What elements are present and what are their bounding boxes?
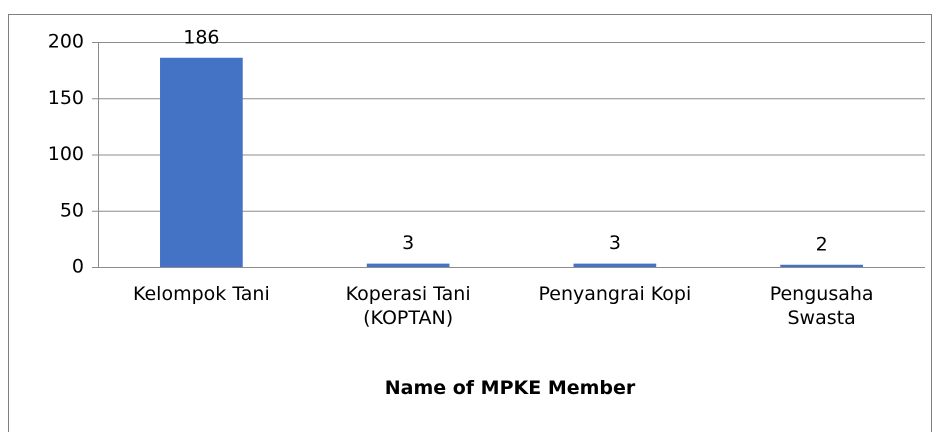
x-tick-label: Pengusaha Swasta xyxy=(769,283,874,329)
data-label: 2 xyxy=(816,233,828,255)
y-tick-label: 50 xyxy=(60,199,84,221)
bar xyxy=(160,57,243,267)
chart-border xyxy=(8,14,932,432)
bar xyxy=(366,263,450,267)
data-label: 3 xyxy=(402,232,414,254)
bar xyxy=(780,264,863,267)
y-tick-label: 200 xyxy=(48,31,84,53)
x-tick-label: Kelompok Tani xyxy=(132,283,270,305)
bar xyxy=(573,263,657,267)
data-label: 186 xyxy=(183,26,219,48)
y-tick-label: 150 xyxy=(48,87,84,109)
y-tick-label: 0 xyxy=(72,256,84,278)
y-tick-label: 100 xyxy=(48,143,84,165)
x-tick-label: Penyangrai Kopi xyxy=(538,283,692,305)
data-label: 3 xyxy=(609,232,621,254)
x-axis-title: Name of MPKE Member xyxy=(384,377,636,399)
x-tick-label: Koperasi Tani (KOPTAN) xyxy=(345,283,471,329)
